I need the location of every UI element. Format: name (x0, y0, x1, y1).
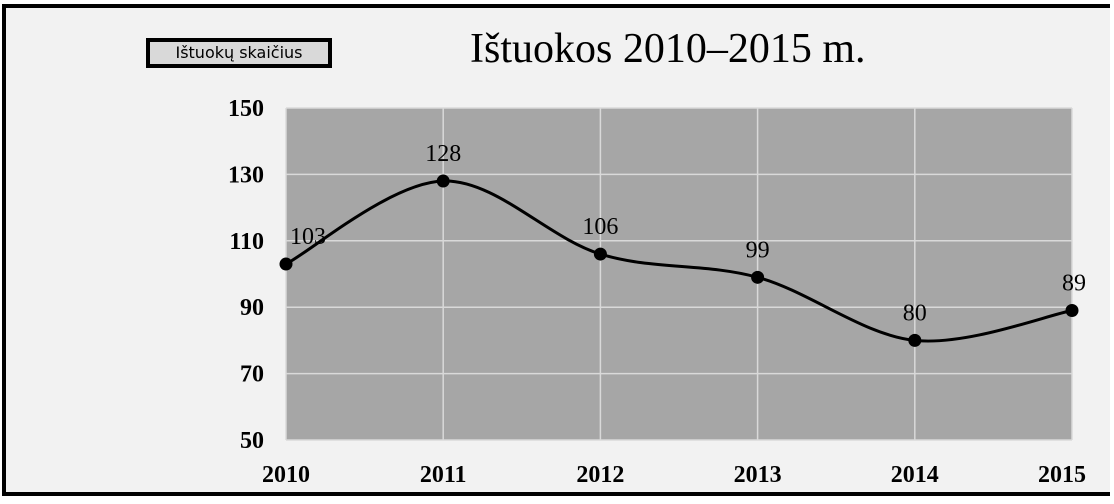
y-axis-ticks: 50 70 90 110 130 150 (228, 96, 264, 454)
x-tick-label: 2011 (420, 462, 467, 488)
data-label: 99 (746, 237, 770, 263)
y-tick-label: 150 (228, 96, 264, 122)
x-tick-label: 2013 (734, 462, 782, 488)
x-tick-label: 2012 (576, 462, 624, 488)
x-tick-label: 2010 (262, 462, 310, 488)
y-tick-label: 70 (240, 362, 264, 388)
legend-entry: Ištuokų skaičius (146, 38, 332, 68)
y-tick-label: 90 (240, 295, 264, 321)
data-point (593, 247, 607, 261)
data-label: 106 (582, 214, 618, 240)
x-tick-label: 2015 (1038, 462, 1086, 488)
data-point (436, 174, 450, 188)
data-label: 89 (1062, 271, 1086, 297)
x-tick-label: 2014 (891, 462, 939, 488)
data-label: 103 (290, 224, 326, 250)
y-tick-label: 110 (229, 229, 264, 255)
series-line (285, 179, 1073, 343)
series-layer (279, 174, 1079, 347)
legend-label: Ištuokų skaičius (175, 43, 303, 62)
x-axis-ticks: 2010 2011 2012 2013 2014 2015 (262, 462, 1086, 488)
plot-area (286, 108, 1072, 440)
y-tick-label: 130 (228, 162, 264, 188)
data-label: 128 (425, 141, 461, 167)
data-point (279, 257, 293, 271)
data-label: 80 (903, 300, 927, 326)
y-tick-label: 50 (240, 428, 264, 454)
data-point (751, 270, 765, 284)
data-labels: 103 128 106 99 80 89 (290, 141, 1086, 326)
data-point (1065, 304, 1079, 318)
chart-title: Ištuokos 2010–2015 m. (470, 26, 866, 72)
data-point (908, 333, 922, 347)
